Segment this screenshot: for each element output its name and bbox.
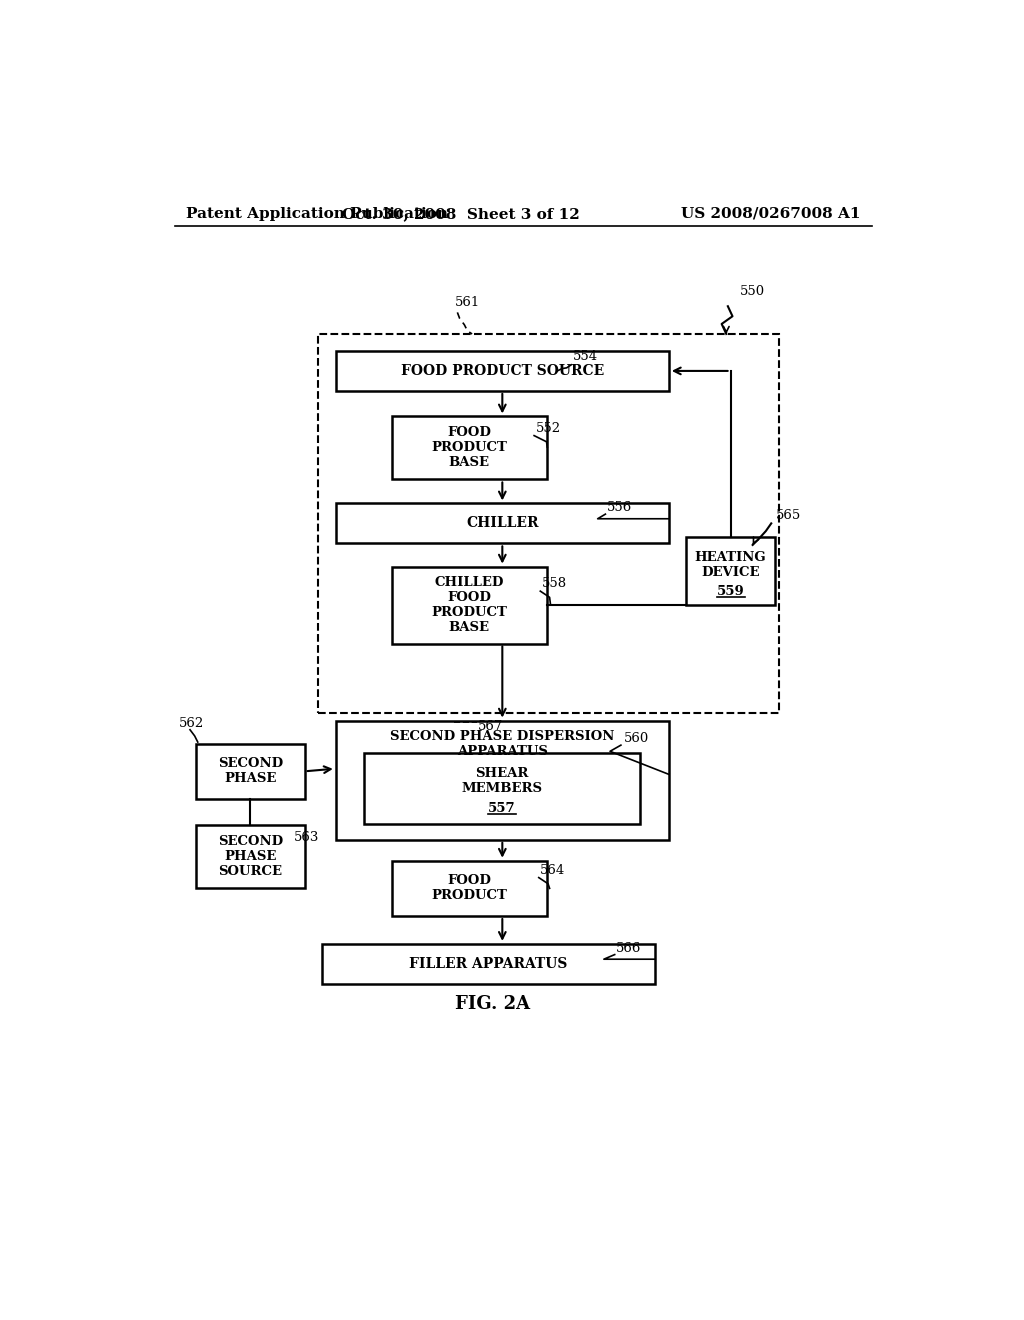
Text: 550: 550 bbox=[740, 285, 765, 298]
Text: 562: 562 bbox=[179, 717, 205, 730]
Text: CHILLED
FOOD
PRODUCT
BASE: CHILLED FOOD PRODUCT BASE bbox=[431, 576, 507, 634]
Bar bbox=[336, 503, 669, 544]
Text: 559: 559 bbox=[717, 585, 744, 598]
Text: SHEAR
MEMBERS: SHEAR MEMBERS bbox=[462, 767, 543, 795]
Text: 560: 560 bbox=[624, 733, 649, 744]
Bar bbox=[391, 416, 547, 479]
Text: SECOND
PHASE: SECOND PHASE bbox=[218, 758, 283, 785]
Text: US 2008/0267008 A1: US 2008/0267008 A1 bbox=[681, 207, 860, 220]
Bar bbox=[365, 752, 640, 824]
Bar bbox=[336, 351, 669, 391]
Bar bbox=[686, 537, 775, 605]
Text: FIG. 2A: FIG. 2A bbox=[455, 995, 529, 1012]
Text: 558: 558 bbox=[542, 577, 567, 590]
Text: FOOD
PRODUCT
BASE: FOOD PRODUCT BASE bbox=[431, 426, 507, 470]
Bar bbox=[391, 861, 547, 916]
Text: 566: 566 bbox=[616, 941, 642, 954]
Bar bbox=[336, 721, 669, 840]
Text: 565: 565 bbox=[776, 508, 801, 521]
Text: 561: 561 bbox=[455, 296, 480, 309]
Text: 567: 567 bbox=[478, 719, 504, 733]
Text: HEATING
DEVICE: HEATING DEVICE bbox=[694, 550, 766, 579]
Bar bbox=[197, 743, 305, 799]
Bar bbox=[317, 334, 779, 713]
Text: CHILLER: CHILLER bbox=[466, 516, 539, 531]
Text: 554: 554 bbox=[572, 350, 598, 363]
Text: Oct. 30, 2008  Sheet 3 of 12: Oct. 30, 2008 Sheet 3 of 12 bbox=[342, 207, 581, 220]
Text: SECOND PHASE DISPERSION
APPARATUS: SECOND PHASE DISPERSION APPARATUS bbox=[390, 730, 614, 758]
Text: 552: 552 bbox=[536, 422, 561, 434]
Text: SECOND
PHASE
SOURCE: SECOND PHASE SOURCE bbox=[218, 836, 283, 878]
Text: 564: 564 bbox=[541, 865, 565, 878]
Bar bbox=[197, 825, 305, 888]
Text: FOOD
PRODUCT: FOOD PRODUCT bbox=[431, 874, 507, 903]
Text: FILLER APPARATUS: FILLER APPARATUS bbox=[410, 957, 567, 970]
Text: Patent Application Publication: Patent Application Publication bbox=[186, 207, 449, 220]
Text: FOOD PRODUCT SOURCE: FOOD PRODUCT SOURCE bbox=[400, 364, 604, 378]
Text: 557: 557 bbox=[488, 801, 516, 814]
Bar bbox=[391, 566, 547, 644]
Bar bbox=[322, 944, 655, 983]
Text: 563: 563 bbox=[294, 830, 319, 843]
Text: 556: 556 bbox=[607, 502, 632, 513]
